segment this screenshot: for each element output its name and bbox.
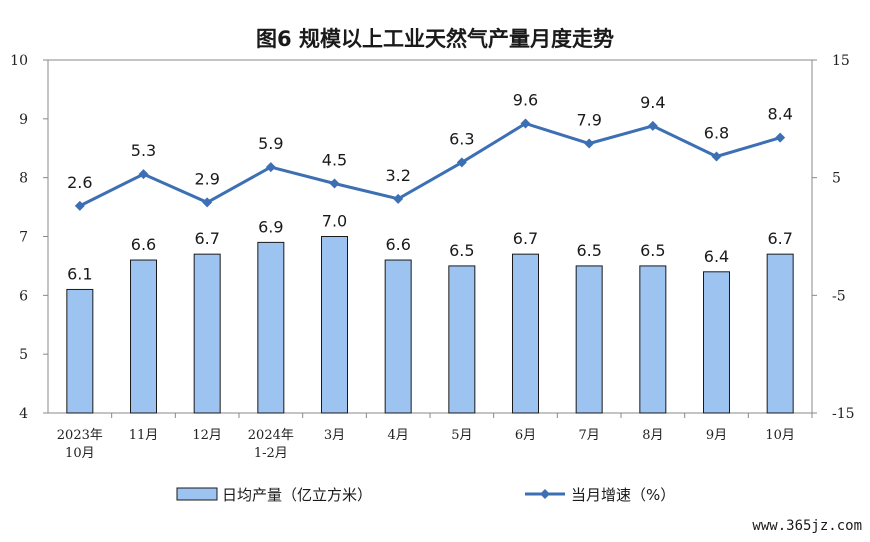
x-tick-label: 7月 xyxy=(579,428,600,443)
bar-data-label: 6.6 xyxy=(385,235,410,254)
legend-bar-label: 日均产量（亿立方米） xyxy=(222,486,372,504)
bar-data-label: 6.6 xyxy=(131,235,156,254)
line-data-label: 5.9 xyxy=(258,134,283,153)
left-axis-ticks: 10 9 8 7 6 5 4 xyxy=(10,53,48,422)
line-data-label: 8.4 xyxy=(767,105,792,124)
bar xyxy=(321,236,348,414)
line-point xyxy=(584,138,595,149)
line-point xyxy=(74,200,85,211)
bar xyxy=(130,259,157,414)
line-data-label: 6.3 xyxy=(449,129,474,148)
bar xyxy=(766,253,794,414)
watermark: www.365jz.com xyxy=(752,518,862,534)
bar xyxy=(193,253,221,414)
bar-data-label: 6.4 xyxy=(704,247,729,266)
x-tick-label: 2024年 xyxy=(248,428,294,443)
line-data-label: 4.5 xyxy=(322,151,347,170)
line-data-label: 2.6 xyxy=(67,173,92,192)
line-point xyxy=(647,120,658,131)
right-tick-label: -15 xyxy=(832,406,855,422)
bar xyxy=(575,265,603,414)
x-tick-label: 1-2月 xyxy=(254,446,288,461)
left-tick-label: 10 xyxy=(10,53,28,69)
x-tick-label: 10月 xyxy=(65,446,95,461)
x-tick-label: 5月 xyxy=(451,428,472,443)
right-tick-label: 15 xyxy=(832,53,850,69)
bar xyxy=(639,265,667,414)
legend-line-marker xyxy=(540,489,550,499)
line-point xyxy=(265,162,276,173)
line-data-label: 2.9 xyxy=(194,169,219,188)
plot-frame xyxy=(47,59,813,414)
x-tick-label: 4月 xyxy=(388,428,409,443)
left-tick-label: 4 xyxy=(19,406,28,422)
right-tick-label: -5 xyxy=(832,288,846,304)
line-data-label: 9.6 xyxy=(513,91,538,110)
left-tick-label: 5 xyxy=(19,347,28,363)
line-data-label: 5.3 xyxy=(131,141,156,160)
x-tick-label: 10月 xyxy=(765,428,795,443)
growth-line xyxy=(79,121,781,208)
bar xyxy=(512,253,539,414)
x-tick-label: 3月 xyxy=(324,428,345,443)
x-tick-label: 11月 xyxy=(129,428,159,443)
bar-data-label: 7.0 xyxy=(322,212,347,231)
bar-data-label: 6.7 xyxy=(513,229,538,248)
bar-data-label: 6.1 xyxy=(67,264,92,283)
line-point xyxy=(775,132,786,143)
bar-data-label: 6.5 xyxy=(449,241,474,260)
left-tick-label: 8 xyxy=(19,171,28,187)
line-data-label: 6.8 xyxy=(704,123,729,142)
line-data-labels: 2.6 5.3 2.9 5.9 4.5 3.2 6.3 9.6 7.9 9.4 6.8 8.4 xyxy=(67,91,793,192)
x-tick-label: 9月 xyxy=(706,428,727,443)
bar xyxy=(257,241,285,414)
legend-bar-swatch xyxy=(176,487,218,501)
bar-series xyxy=(66,236,794,414)
x-tick-label: 12月 xyxy=(192,428,222,443)
line-point xyxy=(711,151,722,162)
bar-data-label: 6.7 xyxy=(194,229,219,248)
line-data-label: 3.2 xyxy=(385,166,410,185)
bar-data-label: 6.5 xyxy=(640,241,665,260)
left-tick-label: 7 xyxy=(19,230,28,246)
bar-data-label: 6.5 xyxy=(576,241,601,260)
line-series xyxy=(74,118,786,211)
x-tick-label: 8月 xyxy=(642,428,663,443)
line-point xyxy=(393,193,404,204)
line-data-label: 9.4 xyxy=(640,93,665,112)
bar xyxy=(703,271,730,414)
bar-data-label: 6.7 xyxy=(767,229,792,248)
legend: 日均产量（亿立方米） 当月增速（%） xyxy=(176,486,675,504)
bar xyxy=(66,288,94,414)
left-tick-label: 9 xyxy=(19,112,28,128)
line-point xyxy=(456,157,467,168)
x-tick-label: 2023年 xyxy=(57,428,103,443)
bar xyxy=(384,259,412,414)
bar-data-labels: 6.1 6.6 6.7 6.9 7.0 6.6 6.5 6.7 6.5 6.5 6.4 6.7 xyxy=(67,212,793,284)
right-axis-ticks: 15 5 -5 -15 xyxy=(812,53,855,422)
left-tick-label: 6 xyxy=(19,288,28,304)
line-point xyxy=(202,197,213,208)
line-point xyxy=(138,169,149,180)
x-axis-ticks: 2023年 10月 11月 12月 2024年 1-2月 3月 4月 5月 6月 7月 8月 9月 10月 xyxy=(57,413,813,461)
legend-line-label: 当月增速（%） xyxy=(571,486,675,504)
line-data-label: 7.9 xyxy=(576,111,601,130)
bar-data-label: 6.9 xyxy=(258,217,283,236)
x-tick-label: 6月 xyxy=(515,428,536,443)
bar xyxy=(448,265,476,414)
chart-title: 图6 规模以上工业天然气产量月度走势 xyxy=(256,27,614,51)
line-point xyxy=(520,118,531,129)
line-point xyxy=(329,178,340,189)
right-tick-label: 5 xyxy=(832,171,841,187)
